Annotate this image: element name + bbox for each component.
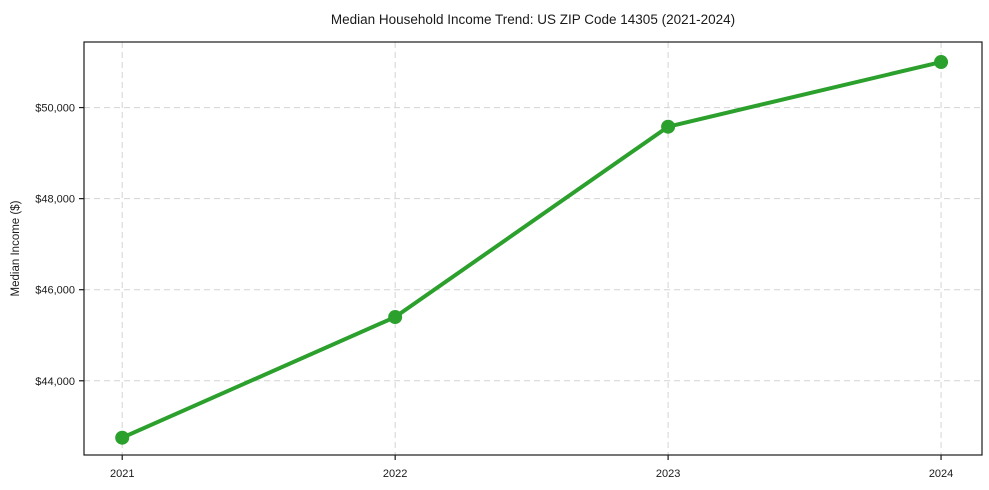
data-point-marker xyxy=(934,55,949,70)
x-tick-label: 2021 xyxy=(110,468,134,480)
chart-title: Median Household Income Trend: US ZIP Co… xyxy=(331,12,735,27)
y-tick-label: $44,000 xyxy=(35,376,75,388)
plot-border xyxy=(83,41,983,456)
trend-line xyxy=(120,60,944,440)
y-tick-label: $46,000 xyxy=(35,285,75,297)
plot-area: 2021 2022 2023 2024 $44,000 $46,000 $48,000 $50… xyxy=(35,41,983,480)
data-point-marker xyxy=(388,310,403,325)
data-point-marker xyxy=(115,430,130,445)
y-tick-label: $48,000 xyxy=(35,194,75,206)
x-tick-label: 2023 xyxy=(656,468,680,480)
data-point-marker xyxy=(661,119,676,134)
x-tick-label: 2024 xyxy=(929,468,953,480)
y-axis-label: Median Income ($) xyxy=(10,200,22,296)
x-tick-label: 2022 xyxy=(383,468,407,480)
y-tick-label: $50,000 xyxy=(35,103,75,115)
